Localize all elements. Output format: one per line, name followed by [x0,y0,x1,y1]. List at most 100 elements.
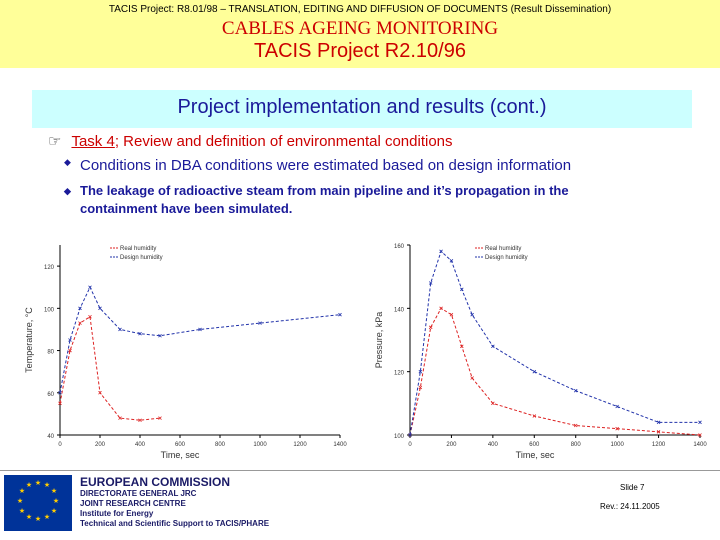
series-line [59,286,341,393]
data-point [428,281,433,285]
data-point [118,416,122,420]
x-tick-label: 800 [215,442,226,448]
y-axis-label: Pressure, kPa [374,312,384,369]
x-tick-label: 1000 [610,442,624,448]
data-point [615,404,619,409]
header-banner: TACIS Project: R8.01/98 – TRANSLATION, E… [0,0,720,68]
x-tick-label: 600 [175,442,186,448]
series-line [409,250,700,436]
diamond-bullet-icon: ◆ [64,186,71,196]
legend-entry: Real humidity [120,246,156,252]
ec-line-4: Technical and Scientific Support to TACI… [80,519,270,528]
x-tick-label: 200 [95,442,106,448]
x-tick-label: 0 [408,442,412,448]
y-tick-label: 40 [47,434,54,440]
x-tick-label: 400 [488,442,499,448]
y-tick-label: 60 [47,392,54,398]
data-point [615,426,619,431]
diamond-bullet-icon: ◆ [64,157,71,167]
task-prefix: Task 4 [71,133,115,150]
x-tick-label: 1000 [253,442,267,448]
svg-text:★: ★ [44,513,50,521]
data-point [68,348,72,353]
y-tick-label: 140 [394,307,405,313]
svg-text:★: ★ [44,481,50,489]
eu-flag-logo: ★ ★★★★★ ★★★★★★ [4,475,72,531]
data-point [449,259,454,263]
data-point [470,312,474,317]
data-point [698,433,702,437]
data-point [158,333,162,338]
svg-text:★: ★ [19,507,25,515]
data-point [258,321,262,325]
header-top-line: TACIS Project: R8.01/98 – TRANSLATION, E… [108,4,612,15]
slide-heading-band: Project implementation and results (cont… [32,90,692,128]
data-point [198,327,202,332]
data-point [418,369,423,374]
data-point [88,285,92,290]
svg-text:★: ★ [26,513,32,521]
data-point [78,321,82,325]
ec-line-2: JOINT RESEARCH CENTRE [80,499,186,508]
x-axis-label: Time, sec [516,450,555,460]
data-point [470,376,474,380]
slide-heading: Project implementation and results (cont… [177,96,547,118]
bullet-2: ◆ The leakage of radioactive steam from … [64,182,640,218]
data-point [460,287,464,292]
legend-entry: Design humidity [120,255,163,261]
data-point [656,430,661,434]
legend-entry: Design humidity [485,255,528,261]
y-tick-label: 160 [394,244,405,250]
data-point [439,249,443,254]
header-title: CABLES AGEING MONITORING [221,18,499,39]
x-tick-label: 1400 [693,442,707,448]
y-tick-label: 120 [44,265,55,271]
x-axis-label: Time, sec [161,450,200,460]
ec-org: EUROPEAN COMMISSION [80,475,231,489]
data-point [408,433,412,437]
data-point [138,331,142,336]
data-point [418,385,423,390]
task-line: ☞ Task 4; Review and definition of enviro… [48,132,453,150]
svg-text:★: ★ [35,515,41,523]
revision-date: Rev.: 24.11.2005 [600,502,660,511]
series-line [59,315,161,421]
pencil-icon: ☞ [48,133,62,150]
x-tick-label: 1200 [652,442,666,448]
y-tick-label: 120 [394,371,405,377]
data-point [460,344,464,349]
data-point [573,388,578,393]
data-point [532,414,537,418]
svg-text:★: ★ [51,487,57,495]
svg-text:★: ★ [17,497,23,505]
data-point [98,390,102,395]
data-point [573,423,578,428]
header-subtitle: TACIS Project R2.10/96 [254,40,466,62]
svg-text:★: ★ [53,497,59,505]
y-tick-label: 100 [394,434,405,440]
y-axis-label: Temperature, °C [24,307,34,373]
data-point [58,401,62,406]
data-point [158,416,162,420]
ec-credits: EUROPEAN COMMISSION DIRECTORATE GENERAL … [80,475,269,529]
data-point [338,312,342,317]
data-point [68,338,72,342]
slide-number: Slide 7 [620,483,645,492]
task-rest: ; Review and definition of environmental… [114,133,453,150]
data-point [98,306,102,311]
series-line [409,307,701,436]
data-point [449,312,454,317]
x-tick-label: 200 [446,442,457,448]
data-point [656,420,661,425]
data-point [698,420,702,425]
x-tick-label: 1200 [293,442,307,448]
bullet-1: ◆ Conditions in DBA conditions were esti… [64,157,571,174]
svg-text:★: ★ [19,487,25,495]
data-point [88,314,92,319]
svg-text:★: ★ [51,507,57,515]
bullet-2-text: The leakage of radioactive steam from ma… [80,183,569,216]
x-tick-label: 0 [58,442,62,448]
footer-divider [0,470,720,471]
data-point [532,369,537,374]
y-tick-label: 80 [47,350,54,356]
